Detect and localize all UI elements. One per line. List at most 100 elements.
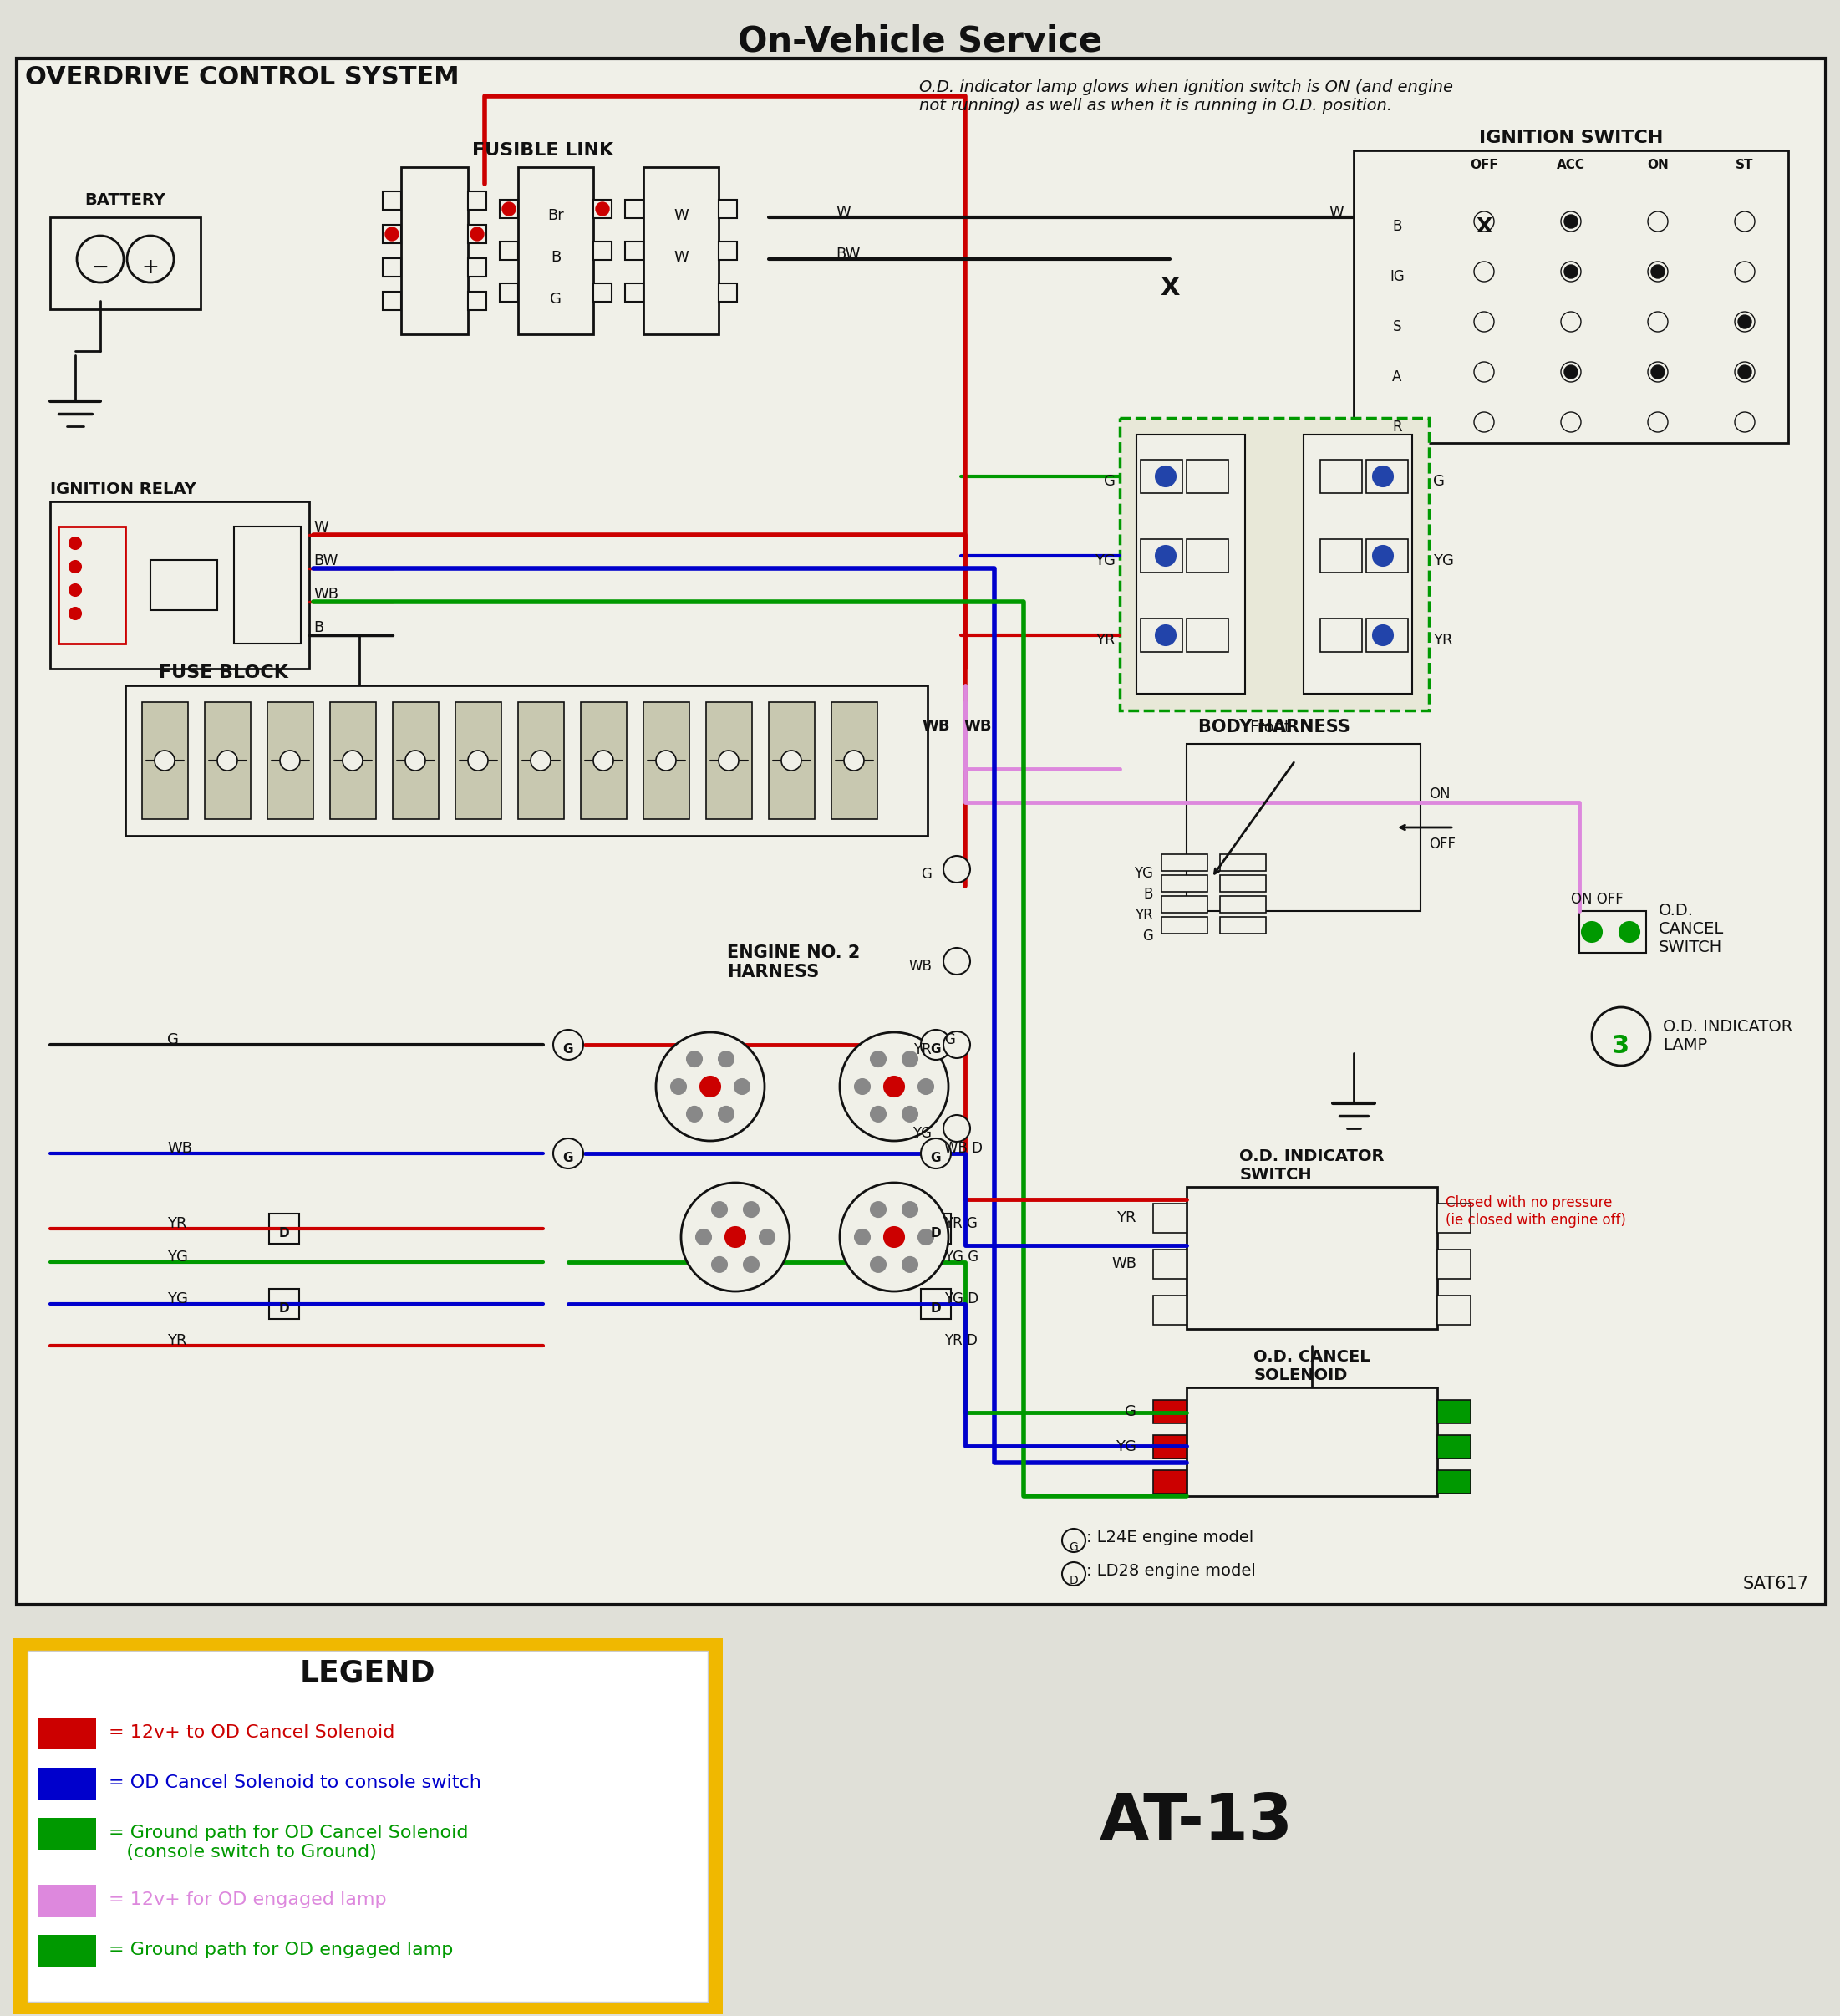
Bar <box>1161 855 1207 871</box>
Text: YR: YR <box>167 1333 186 1349</box>
Text: ON: ON <box>1647 159 1669 171</box>
Circle shape <box>686 1052 701 1066</box>
Bar <box>467 258 486 276</box>
Text: = Ground path for OD engaged lamp: = Ground path for OD engaged lamp <box>109 1941 453 1958</box>
Bar <box>592 242 611 260</box>
Text: G: G <box>922 867 931 881</box>
Text: : LD28 engine model: : LD28 engine model <box>1086 1562 1257 1579</box>
Bar <box>383 192 401 210</box>
Circle shape <box>734 1079 749 1095</box>
Bar <box>467 226 486 244</box>
Circle shape <box>870 1052 885 1066</box>
Bar <box>37 1718 96 1750</box>
Text: O.D.
CANCEL
SWITCH: O.D. CANCEL SWITCH <box>1658 903 1724 956</box>
Bar <box>832 702 878 818</box>
Circle shape <box>725 1228 745 1248</box>
Circle shape <box>839 1032 948 1141</box>
Bar <box>920 1214 951 1244</box>
Circle shape <box>1474 312 1494 333</box>
Bar <box>644 167 719 335</box>
Bar <box>1141 460 1183 494</box>
Bar <box>626 284 644 302</box>
Circle shape <box>870 1258 885 1272</box>
Text: O.D. INDICATOR
LAMP: O.D. INDICATOR LAMP <box>1663 1020 1792 1054</box>
Circle shape <box>1474 411 1494 431</box>
Bar <box>17 58 1825 1605</box>
Circle shape <box>1560 411 1581 431</box>
Bar <box>37 1885 96 1917</box>
Circle shape <box>1156 466 1176 486</box>
Text: WB: WB <box>922 720 949 734</box>
Circle shape <box>920 1139 951 1169</box>
Bar <box>1437 1250 1470 1278</box>
Text: G: G <box>1433 474 1444 490</box>
Text: O.D. indicator lamp glows when ignition switch is ON (and engine
not running) as: O.D. indicator lamp glows when ignition … <box>920 79 1454 113</box>
Text: O.D. INDICATOR
SWITCH: O.D. INDICATOR SWITCH <box>1240 1149 1384 1183</box>
Circle shape <box>217 750 237 770</box>
Text: FUSE BLOCK: FUSE BLOCK <box>158 665 289 681</box>
Text: IGNITION SWITCH: IGNITION SWITCH <box>1479 129 1663 147</box>
Bar <box>1187 460 1229 494</box>
Text: = Ground path for OD Cancel Solenoid
   (console switch to Ground): = Ground path for OD Cancel Solenoid (co… <box>109 1824 469 1861</box>
Circle shape <box>1564 264 1577 278</box>
Text: YR: YR <box>167 1216 186 1232</box>
Circle shape <box>655 750 675 770</box>
Text: YG: YG <box>1133 867 1154 881</box>
Circle shape <box>1650 264 1665 278</box>
Circle shape <box>918 1230 933 1244</box>
Bar <box>28 1651 708 2002</box>
Bar <box>1579 911 1647 954</box>
Circle shape <box>902 1107 918 1121</box>
Text: YR: YR <box>1097 633 1115 647</box>
Text: R: R <box>1393 419 1402 435</box>
Circle shape <box>1735 411 1755 431</box>
Bar <box>769 702 815 818</box>
Text: G: G <box>167 1032 178 1046</box>
Bar <box>467 292 486 310</box>
Circle shape <box>845 750 865 770</box>
Text: YG: YG <box>1095 552 1115 569</box>
Text: WB: WB <box>909 960 931 974</box>
Circle shape <box>920 1030 951 1060</box>
Circle shape <box>471 228 484 240</box>
Circle shape <box>70 607 81 619</box>
Text: G: G <box>1104 474 1115 490</box>
Bar <box>37 1935 96 1968</box>
Circle shape <box>944 1032 970 1058</box>
Text: 3: 3 <box>1612 1034 1630 1058</box>
Circle shape <box>155 750 175 770</box>
Bar <box>142 702 188 818</box>
Bar <box>1187 744 1420 911</box>
Text: G: G <box>931 1044 940 1056</box>
Circle shape <box>839 1183 948 1292</box>
Text: YG D: YG D <box>944 1292 979 1306</box>
Text: G: G <box>944 1032 955 1046</box>
Text: W: W <box>1328 206 1343 220</box>
Text: YG: YG <box>1433 552 1454 569</box>
Circle shape <box>1735 312 1755 333</box>
Circle shape <box>280 750 300 770</box>
Text: YG: YG <box>167 1250 188 1264</box>
Circle shape <box>1735 363 1755 381</box>
Circle shape <box>502 202 515 216</box>
Circle shape <box>1062 1528 1086 1552</box>
Text: Br: Br <box>548 208 563 224</box>
Text: = 12v+ to OD Cancel Solenoid: = 12v+ to OD Cancel Solenoid <box>109 1724 396 1742</box>
Circle shape <box>342 750 362 770</box>
Text: W: W <box>673 208 688 224</box>
Circle shape <box>1560 363 1581 381</box>
Bar <box>1367 538 1408 573</box>
Text: B: B <box>550 250 561 264</box>
Bar <box>500 242 519 260</box>
Text: BW: BW <box>313 552 339 569</box>
Bar <box>719 284 738 302</box>
Bar <box>456 702 500 818</box>
Circle shape <box>1156 546 1176 566</box>
Bar <box>204 702 250 818</box>
Bar <box>1121 417 1430 710</box>
Circle shape <box>1739 365 1752 379</box>
Circle shape <box>1735 212 1755 232</box>
Text: = 12v+ for OD engaged lamp: = 12v+ for OD engaged lamp <box>109 1891 386 1909</box>
Bar <box>269 1288 300 1318</box>
Circle shape <box>655 1032 765 1141</box>
